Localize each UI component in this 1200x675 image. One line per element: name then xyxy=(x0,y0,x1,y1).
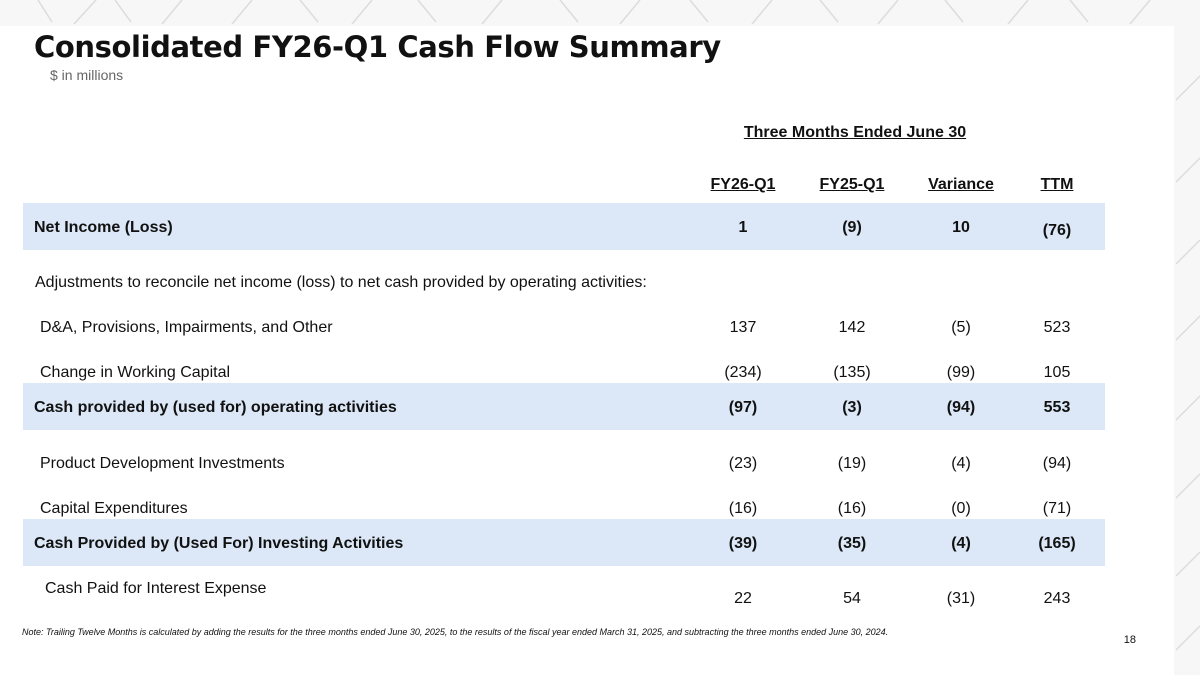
row-label: Net Income (Loss) xyxy=(34,219,173,236)
table-row-working-capital: Change in Working Capital (234) (135) (9… xyxy=(0,361,1110,385)
column-header-ttm: TTM xyxy=(1040,176,1074,193)
table-row-da-provisions: D&A, Provisions, Impairments, and Other … xyxy=(0,316,1110,340)
value-fy25-q1: (35) xyxy=(837,535,867,552)
table-row-net-income: Net Income (Loss) 1 (9) 10 (76) xyxy=(0,216,1110,240)
value-fy26-q1: (234) xyxy=(724,364,762,381)
table-row-operating-activities: Cash provided by (used for) operating ac… xyxy=(0,396,1110,420)
adjustments-label: Adjustments to reconcile net income (los… xyxy=(35,274,647,291)
value-ttm: 105 xyxy=(1043,364,1071,381)
row-label: D&A, Provisions, Impairments, and Other xyxy=(40,319,333,336)
slide-content-area xyxy=(0,26,1174,675)
row-label: Product Development Investments xyxy=(40,455,285,472)
value-fy25-q1: (3) xyxy=(842,399,862,416)
value-fy25-q1: (16) xyxy=(837,500,867,517)
value-variance: (4) xyxy=(951,455,971,472)
value-fy26-q1: (16) xyxy=(728,500,758,517)
value-fy26-q1: 22 xyxy=(734,590,752,607)
value-fy26-q1: 137 xyxy=(729,319,757,336)
value-fy25-q1: (135) xyxy=(833,364,871,381)
column-header-fy26-q1: FY26-Q1 xyxy=(710,176,776,193)
value-fy26-q1: (23) xyxy=(728,455,758,472)
column-header-fy25-q1: FY25-Q1 xyxy=(819,176,885,193)
value-fy25-q1: 142 xyxy=(838,319,866,336)
value-variance: (4) xyxy=(951,535,971,552)
page-title: Consolidated FY26-Q1 Cash Flow Summary xyxy=(34,30,721,64)
value-fy26-q1: (97) xyxy=(728,399,758,416)
row-label: Cash provided by (used for) operating ac… xyxy=(34,399,397,416)
value-fy26-q1: (39) xyxy=(728,535,758,552)
row-label: Cash Paid for Interest Expense xyxy=(45,580,267,597)
value-ttm: (165) xyxy=(1038,535,1076,552)
value-variance: (99) xyxy=(946,364,976,381)
value-variance: (31) xyxy=(946,590,976,607)
value-ttm: 523 xyxy=(1043,319,1071,336)
row-label: Change in Working Capital xyxy=(40,364,231,381)
page-number: 18 xyxy=(1123,634,1136,646)
highlight-band-investing xyxy=(23,519,1105,566)
table-row-capital-expenditures: Capital Expenditures (16) (16) (0) (71) xyxy=(0,497,1110,521)
footnote: Note: Trailing Twelve Months is calculat… xyxy=(22,627,889,637)
value-variance: (5) xyxy=(951,319,971,336)
value-fy25-q1: 54 xyxy=(843,590,861,607)
value-ttm: (76) xyxy=(1042,222,1072,239)
value-fy26-q1: 1 xyxy=(738,219,748,236)
value-variance: (94) xyxy=(946,399,976,416)
units-subtitle: $ in millions xyxy=(50,67,124,83)
value-variance: (0) xyxy=(951,500,971,517)
row-label: Cash Provided by (Used For) Investing Ac… xyxy=(34,535,404,552)
highlight-band-operating xyxy=(23,383,1105,430)
table-row-interest-paid: Cash Paid for Interest Expense 22 54 (31… xyxy=(0,577,1110,607)
value-variance: 10 xyxy=(952,219,970,236)
value-ttm: (94) xyxy=(1042,455,1072,472)
column-header-variance: Variance xyxy=(928,176,994,193)
value-fy25-q1: (19) xyxy=(837,455,867,472)
period-header: Three Months Ended June 30 xyxy=(743,124,967,141)
table-row-product-development: Product Development Investments (23) (19… xyxy=(0,452,1110,476)
value-ttm: (71) xyxy=(1042,500,1072,517)
highlight-band-net-income xyxy=(23,203,1105,250)
table-row-investing-activities: Cash Provided by (Used For) Investing Ac… xyxy=(0,532,1110,556)
value-fy25-q1: (9) xyxy=(842,219,862,236)
value-ttm: 553 xyxy=(1043,399,1071,416)
value-ttm: 243 xyxy=(1043,590,1071,607)
row-label: Capital Expenditures xyxy=(40,500,188,517)
